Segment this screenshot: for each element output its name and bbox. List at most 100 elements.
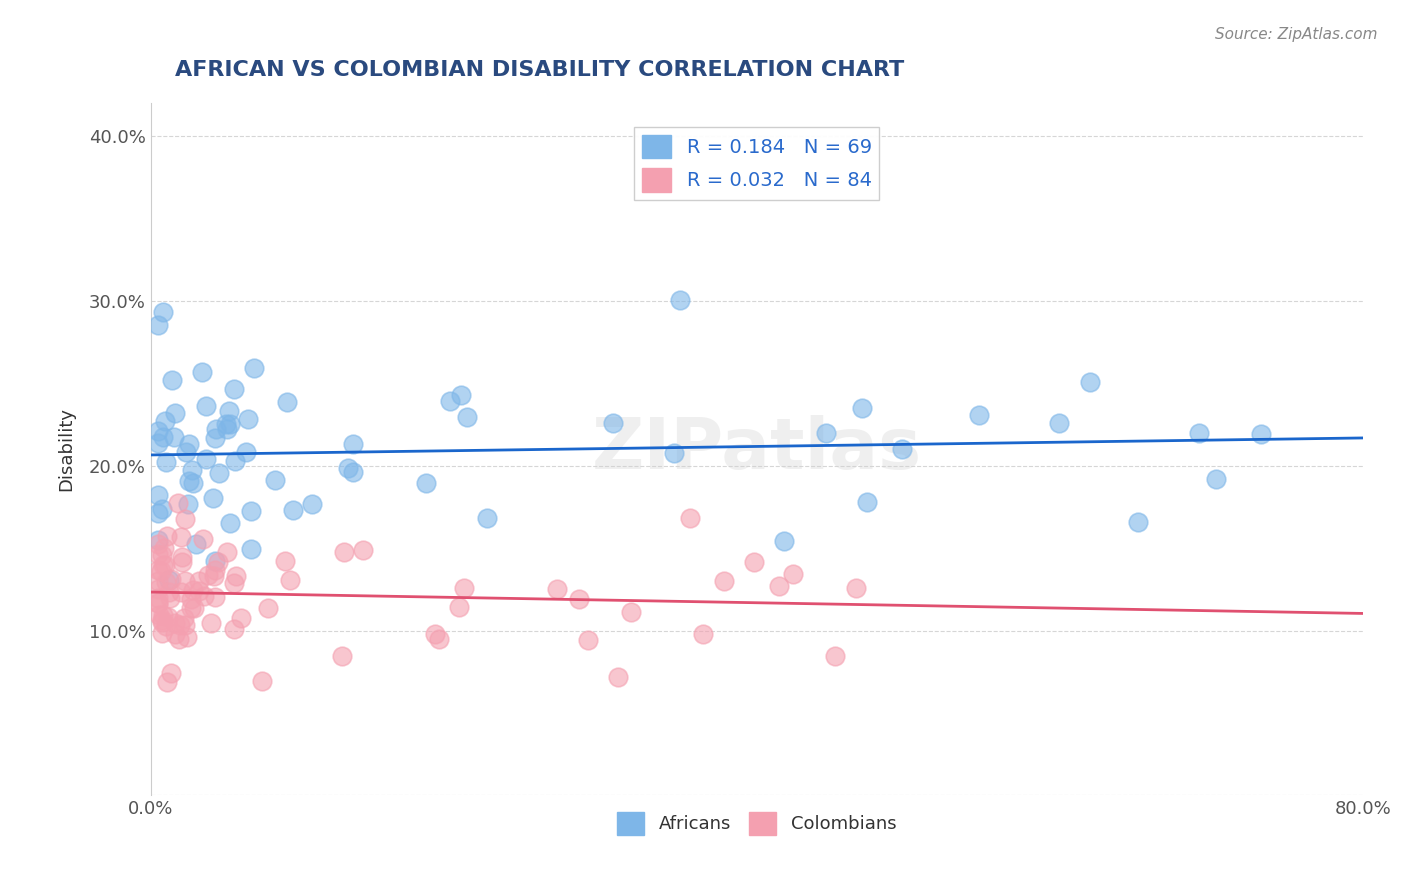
Africans <box>177 497 200 511</box>
Colombians <box>156 675 179 690</box>
Africans <box>184 537 207 551</box>
Colombians <box>204 563 226 577</box>
Africans <box>215 417 238 431</box>
Colombians <box>148 607 170 622</box>
Colombians <box>620 605 643 619</box>
Africans <box>969 408 991 422</box>
Colombians <box>280 574 302 588</box>
Colombians <box>607 670 630 684</box>
Colombians <box>155 574 177 589</box>
Africans <box>148 425 170 439</box>
Colombians <box>252 673 274 688</box>
Africans <box>204 431 226 445</box>
Colombians <box>167 632 190 647</box>
Africans <box>238 412 260 426</box>
Africans <box>264 473 287 487</box>
Colombians <box>453 582 475 596</box>
Africans <box>148 506 170 520</box>
Colombians <box>148 582 170 597</box>
Africans <box>342 465 364 479</box>
Africans <box>218 403 240 417</box>
Africans <box>1047 416 1070 430</box>
Colombians <box>159 572 181 586</box>
Africans <box>219 417 242 431</box>
Africans <box>243 360 266 375</box>
Text: Source: ZipAtlas.com: Source: ZipAtlas.com <box>1215 27 1378 42</box>
Colombians <box>173 512 195 526</box>
Colombians <box>193 589 215 603</box>
Africans <box>240 541 263 556</box>
Colombians <box>165 616 187 631</box>
Africans <box>181 475 204 490</box>
Colombians <box>163 627 186 641</box>
Africans <box>217 422 239 436</box>
Colombians <box>156 529 179 543</box>
Colombians <box>333 545 356 559</box>
Colombians <box>274 554 297 568</box>
Colombians <box>170 530 193 544</box>
Africans <box>439 393 461 408</box>
Colombians <box>167 496 190 510</box>
Text: AFRICAN VS COLOMBIAN DISABILITY CORRELATION CHART: AFRICAN VS COLOMBIAN DISABILITY CORRELAT… <box>174 60 904 79</box>
Africans <box>190 365 212 379</box>
Colombians <box>845 582 868 596</box>
Africans <box>891 442 914 456</box>
Africans <box>157 574 180 588</box>
Africans <box>342 436 364 450</box>
Colombians <box>425 626 447 640</box>
Colombians <box>150 615 173 630</box>
Colombians <box>148 591 170 605</box>
Africans <box>281 503 304 517</box>
Africans <box>148 435 170 450</box>
Colombians <box>148 596 170 610</box>
Colombians <box>188 584 211 599</box>
Colombians <box>173 611 195 625</box>
Colombians <box>568 592 591 607</box>
Africans <box>1188 425 1211 440</box>
Africans <box>662 446 685 460</box>
Colombians <box>181 583 204 598</box>
Colombians <box>222 575 245 590</box>
Colombians <box>148 547 170 561</box>
Africans <box>224 382 246 396</box>
Colombians <box>222 623 245 637</box>
Colombians <box>148 564 170 578</box>
Africans <box>180 463 202 477</box>
Africans <box>814 425 837 440</box>
Colombians <box>173 574 195 588</box>
Colombians <box>170 555 193 569</box>
Africans <box>1205 472 1227 486</box>
Colombians <box>152 607 174 622</box>
Colombians <box>152 548 174 562</box>
Colombians <box>352 543 374 558</box>
Africans <box>150 502 173 516</box>
Africans <box>208 467 231 481</box>
Legend: Africans, Colombians: Africans, Colombians <box>610 805 904 842</box>
Colombians <box>576 632 599 647</box>
Africans <box>669 293 692 307</box>
Africans <box>602 416 624 430</box>
Colombians <box>679 511 702 525</box>
Colombians <box>692 627 714 641</box>
Africans <box>177 474 200 488</box>
Africans <box>177 437 200 451</box>
Y-axis label: Disability: Disability <box>58 408 75 491</box>
Colombians <box>207 555 229 569</box>
Colombians <box>180 591 202 606</box>
Africans <box>415 476 437 491</box>
Colombians <box>229 610 252 624</box>
Africans <box>163 406 186 420</box>
Colombians <box>202 569 225 583</box>
Colombians <box>200 615 222 630</box>
Colombians <box>824 648 846 663</box>
Colombians <box>742 555 765 569</box>
Colombians <box>187 574 209 588</box>
Africans <box>1250 426 1272 441</box>
Colombians <box>172 550 194 565</box>
Africans <box>152 430 174 444</box>
Colombians <box>148 574 170 588</box>
Africans <box>148 318 170 332</box>
Colombians <box>156 610 179 624</box>
Colombians <box>159 591 181 605</box>
Colombians <box>148 596 170 610</box>
